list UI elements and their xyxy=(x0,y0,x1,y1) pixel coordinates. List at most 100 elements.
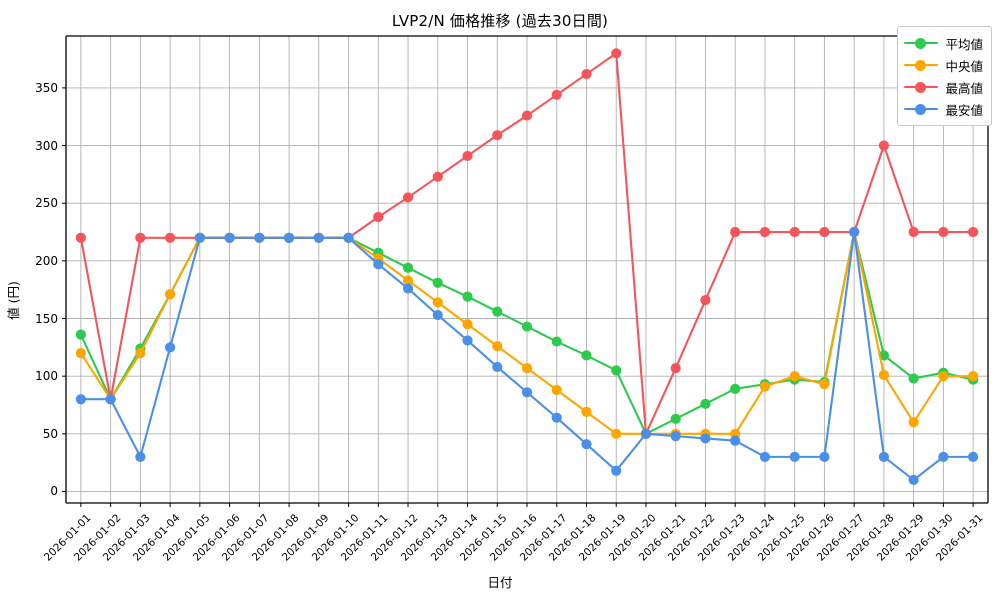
data-point xyxy=(730,435,741,446)
data-point xyxy=(670,362,681,374)
data-point xyxy=(402,192,414,203)
data-point xyxy=(551,412,562,423)
data-point xyxy=(462,150,473,162)
chart-title: LVP2/N 価格推移 (過去30日間) xyxy=(391,12,609,30)
legend-label: 中央値 xyxy=(945,58,983,74)
data-point xyxy=(611,48,622,59)
data-point xyxy=(640,428,652,439)
legend-label: 最高値 xyxy=(945,80,983,96)
data-point xyxy=(938,451,949,462)
data-point xyxy=(938,371,949,382)
data-point xyxy=(462,291,473,302)
data-point xyxy=(581,350,592,361)
data-series-layer xyxy=(75,48,979,486)
data-point xyxy=(343,232,354,243)
y-tick-label: 350 xyxy=(35,80,58,95)
data-point xyxy=(968,226,979,238)
data-point xyxy=(462,335,473,346)
legend-label: 最安値 xyxy=(945,102,983,118)
data-point xyxy=(908,417,919,428)
data-point xyxy=(164,232,176,243)
data-point xyxy=(789,226,800,238)
data-point xyxy=(105,394,116,405)
data-point xyxy=(938,226,949,238)
data-point xyxy=(492,341,503,352)
data-point xyxy=(670,413,681,424)
data-point xyxy=(492,306,503,317)
legend-item-1[interactable]: 平均値 xyxy=(904,32,983,54)
legend-item-4[interactable]: 最安値 xyxy=(904,98,983,120)
data-point xyxy=(521,362,533,374)
data-point xyxy=(849,226,860,238)
data-point xyxy=(878,369,890,381)
y-tick-label: 300 xyxy=(35,138,58,153)
data-point xyxy=(968,371,979,382)
data-point xyxy=(373,211,384,223)
y-tick-label: 200 xyxy=(35,253,58,268)
data-point xyxy=(759,381,771,392)
data-point xyxy=(759,451,771,462)
data-point xyxy=(521,387,533,398)
data-point xyxy=(135,451,146,462)
chart-legend: 平均値中央値最高値最安値 xyxy=(897,26,992,126)
data-point xyxy=(581,68,592,80)
data-point xyxy=(700,433,711,444)
data-point xyxy=(224,232,235,243)
data-point xyxy=(551,336,562,347)
data-point xyxy=(789,371,800,382)
y-tick-label: 0 xyxy=(50,484,58,499)
data-point xyxy=(670,431,681,442)
legend-label: 平均値 xyxy=(945,36,983,52)
data-point xyxy=(581,406,592,418)
data-point xyxy=(521,110,533,121)
data-point xyxy=(789,451,800,462)
data-point xyxy=(908,474,919,486)
data-point xyxy=(908,373,919,384)
legend-marker-icon xyxy=(904,102,939,116)
data-point xyxy=(581,439,592,450)
data-point xyxy=(819,226,830,238)
data-point xyxy=(759,226,771,238)
data-point xyxy=(878,140,890,151)
data-point xyxy=(75,329,86,340)
data-point xyxy=(283,232,295,243)
data-point xyxy=(313,232,324,243)
data-point xyxy=(135,232,146,243)
data-point xyxy=(254,232,265,243)
legend-marker-icon xyxy=(904,58,939,72)
data-point xyxy=(75,394,86,405)
data-point xyxy=(492,361,503,373)
data-point xyxy=(402,283,414,294)
data-point xyxy=(700,294,711,306)
data-point xyxy=(432,277,443,288)
data-point xyxy=(432,309,443,321)
data-point xyxy=(75,232,86,243)
data-point xyxy=(432,171,443,182)
data-point xyxy=(75,347,86,359)
data-point xyxy=(551,384,562,396)
data-point xyxy=(878,451,890,462)
data-point xyxy=(521,321,533,332)
data-point xyxy=(492,130,503,141)
legend-item-2[interactable]: 中央値 xyxy=(904,54,983,76)
data-point xyxy=(135,347,146,359)
data-point xyxy=(164,289,176,300)
legend-marker-icon xyxy=(904,36,939,50)
data-point xyxy=(164,342,176,353)
axis-tickmarks xyxy=(62,87,974,507)
data-point xyxy=(700,398,711,409)
data-point xyxy=(462,319,473,330)
data-point xyxy=(194,232,205,243)
data-point xyxy=(908,226,919,238)
y-tick-label: 150 xyxy=(35,311,58,326)
legend-marker-icon xyxy=(904,80,939,94)
data-point xyxy=(402,275,414,286)
y-tick-label: 50 xyxy=(42,426,58,441)
x-axis-label: 日付 xyxy=(487,575,513,590)
data-point xyxy=(968,451,979,462)
data-point xyxy=(551,89,562,100)
data-point xyxy=(402,262,414,273)
legend-item-3[interactable]: 最高値 xyxy=(904,76,983,98)
